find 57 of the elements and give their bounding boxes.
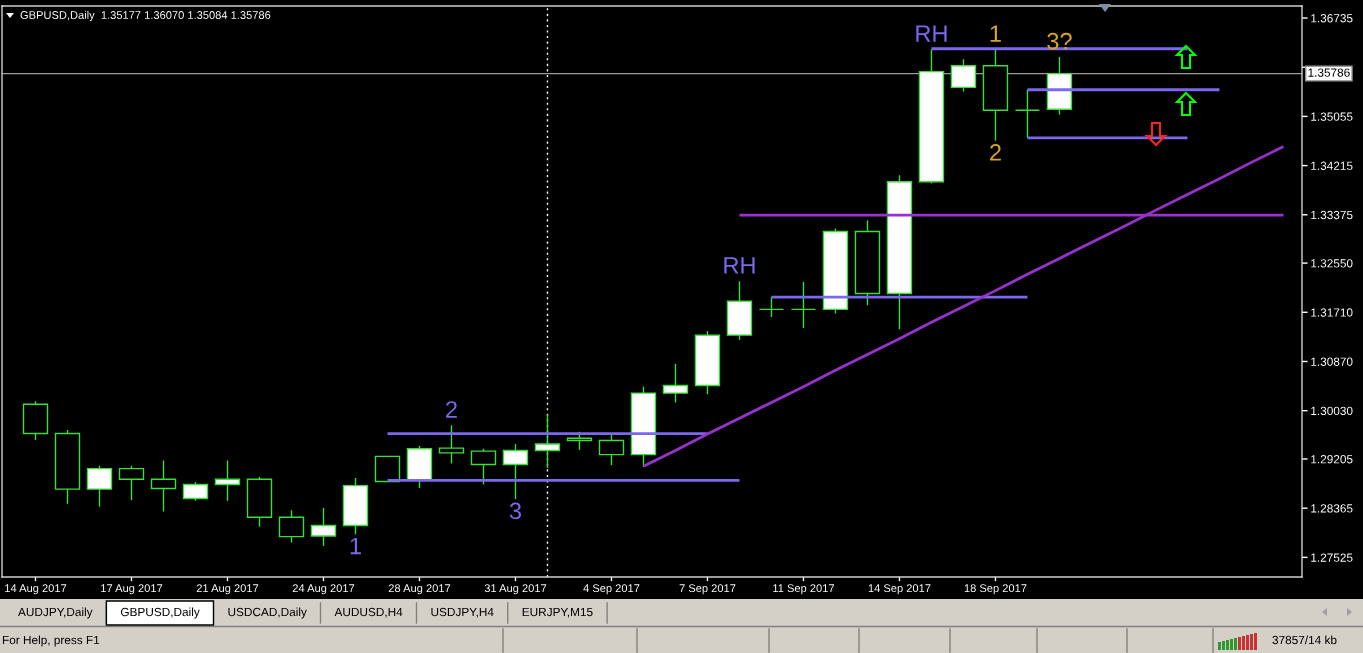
annotation: 2	[446, 401, 457, 418]
candlestick	[662, 363, 689, 404]
x-tick-label: 17 Aug 2017	[101, 584, 163, 595]
y-tick-label: 1.34215	[1311, 161, 1353, 170]
ref-line-label: 1.35786	[1308, 68, 1350, 77]
annotation: 3?	[1047, 32, 1072, 50]
y-tick-label: 1.33375	[1311, 210, 1353, 220]
text: For Help, press F1	[2, 635, 100, 647]
annotation: RH	[916, 25, 947, 42]
y-tick-label: 1.28365	[1311, 504, 1353, 513]
candlestick	[1014, 89, 1041, 139]
candlestick	[790, 281, 817, 329]
x-tick-label: 14 Sep 2017	[868, 584, 931, 595]
annotation: 1	[990, 25, 1001, 42]
chart-title: GBPUSD,Daily 1.35177 1.36070 1.35084 1.35786	[20, 10, 271, 22]
x-tick-label: 24 Aug 2017	[292, 584, 355, 595]
text: USDJPY,H4	[431, 607, 494, 618]
candlestick	[86, 465, 113, 508]
y-tick-label: 1.35055	[1311, 112, 1353, 121]
y-tick-label: 1.32550	[1311, 259, 1353, 268]
text: AUDUSD,H4	[334, 607, 403, 618]
x-tick-label: 4 Sep 2017	[583, 584, 640, 595]
candlestick	[438, 424, 465, 465]
x-tick-label: 28 Aug 2017	[388, 584, 451, 595]
candlestick	[502, 443, 529, 500]
candlestick	[598, 433, 625, 466]
y-tick-label: 1.27525	[1311, 553, 1353, 562]
annotation: RH	[724, 257, 755, 274]
x-tick-label: 31 Aug 2017	[484, 584, 547, 595]
x-tick-label: 21 Aug 2017	[196, 584, 259, 595]
candlestick	[950, 58, 977, 93]
candlestick	[118, 465, 145, 501]
candlestick	[470, 448, 497, 486]
candlestick	[150, 459, 177, 513]
candlestick	[214, 459, 241, 502]
candlestick	[758, 296, 785, 318]
y-tick-label: 1.30870	[1311, 357, 1353, 366]
x-tick-label: 18 Sep 2017	[964, 584, 1027, 595]
x-tick-label: 14 Aug 2017	[5, 584, 67, 595]
annotation: 1	[350, 537, 361, 555]
text: 37857/14 kb	[1272, 635, 1337, 645]
y-tick-label: 1.30030	[1311, 406, 1353, 416]
x-tick-label: 11 Sep 2017	[773, 584, 835, 595]
x-tick-label: 7 Sep 2017	[679, 584, 736, 595]
y-tick-label: 1.31710	[1311, 308, 1353, 317]
candlestick	[278, 509, 305, 544]
annotation: 3	[509, 502, 522, 520]
candlestick	[182, 481, 209, 502]
y-tick-label: 1.36735	[1311, 14, 1353, 23]
text: EURJPY,M15	[522, 607, 593, 618]
text: USDCAD,Daily	[228, 607, 307, 619]
text: AUDJPY,Daily	[18, 607, 93, 619]
annotation: 2	[990, 144, 1001, 161]
candlestick	[310, 507, 337, 547]
y-tick-label: 1.29205	[1311, 455, 1353, 464]
text: GBPUSD,Daily	[120, 607, 200, 619]
line-series	[642, 145, 1285, 468]
